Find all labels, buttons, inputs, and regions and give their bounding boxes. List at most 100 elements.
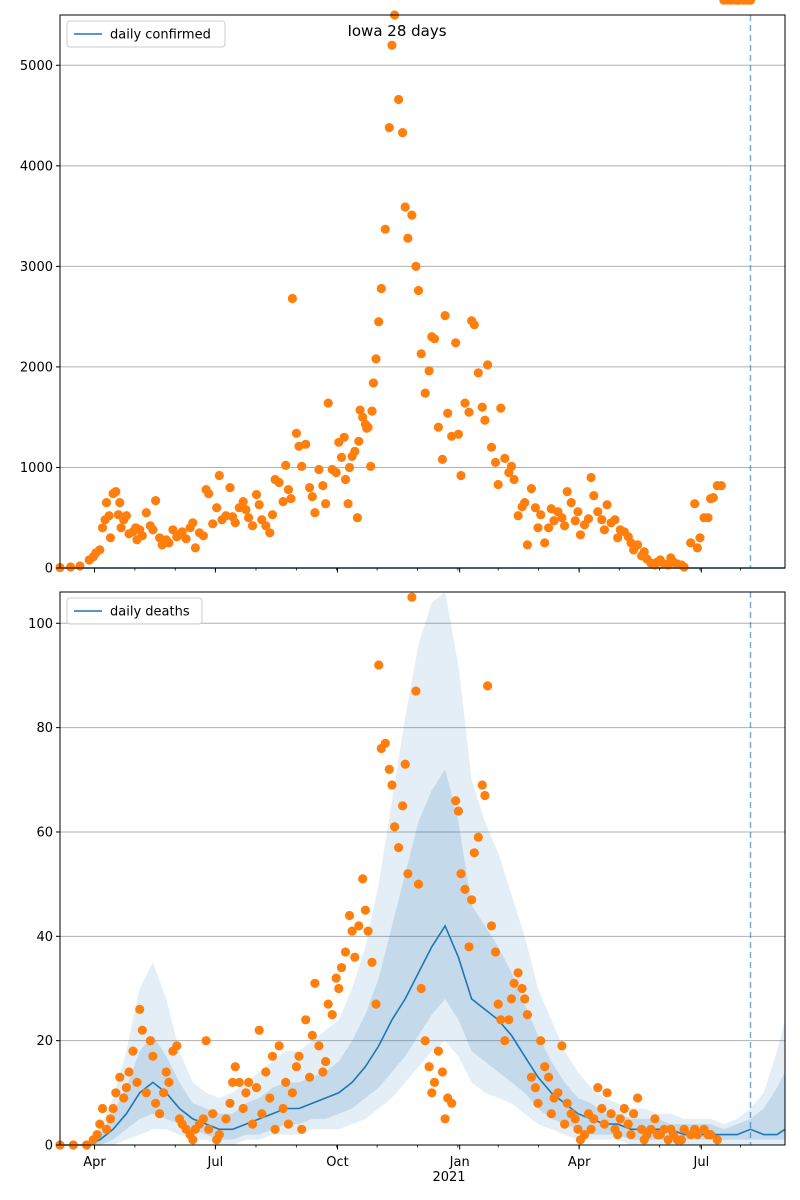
deaths-data-point [520, 994, 530, 1004]
deaths-data-point [111, 1088, 121, 1098]
confirmed-data-point [198, 531, 208, 541]
confirmed-y-tick-label: 2000 [20, 360, 53, 375]
confirmed-data-point [101, 498, 112, 508]
confirmed-data-point [283, 485, 293, 495]
deaths-data-point [283, 1119, 293, 1129]
confirmed-data-point [352, 513, 362, 523]
deaths-data-point [544, 1072, 554, 1082]
deaths-data-point [486, 921, 497, 931]
deaths-y-tick-label: 80 [36, 721, 53, 736]
deaths-data-point [270, 1124, 280, 1134]
deaths-data-point [398, 801, 408, 811]
confirmed-data-point [686, 538, 696, 548]
confirmed-data-point [274, 477, 284, 488]
confirmed-data-point [692, 543, 703, 553]
deaths-data-point [692, 1130, 703, 1140]
confirmed-data-point [104, 511, 114, 521]
deaths-data-point [294, 1051, 304, 1061]
deaths-data-point [496, 1015, 506, 1025]
deaths-x-tick-label: Oct [326, 1155, 348, 1170]
confirmed-data-point [400, 202, 410, 212]
deaths-bands [60, 592, 785, 1145]
deaths-data-point [506, 994, 517, 1004]
deaths-data-point [327, 1010, 337, 1020]
deaths-data-point [469, 848, 479, 858]
confirmed-data-point [451, 338, 461, 348]
confirmed-data-point [387, 40, 397, 50]
confirmed-data-point [490, 457, 501, 467]
deaths-data-point [323, 999, 333, 1009]
deaths-data-point [557, 1041, 567, 1051]
confirmed-data-point [151, 496, 161, 506]
deaths-data-point [650, 1114, 660, 1124]
deaths-data-point [613, 1130, 623, 1140]
x-axis-year-label: 2021 [432, 1170, 465, 1185]
confirmed-data-point [297, 461, 307, 471]
deaths-x-tick-label: Jul [207, 1155, 224, 1170]
deaths-x-ticks: Apr Jul Oct Jan Apr Jul [83, 1145, 741, 1170]
deaths-data-point [380, 738, 390, 748]
confirmed-data-point [367, 406, 377, 416]
confirmed-data-point [506, 461, 517, 471]
deaths-data-point [390, 822, 400, 832]
confirmed-data-point [453, 429, 463, 439]
deaths-data-point [562, 1098, 572, 1108]
deaths-data-point [265, 1093, 275, 1103]
confirmed-data-point [411, 261, 421, 271]
confirmed-data-point [371, 354, 381, 364]
confirmed-data-point [265, 528, 275, 538]
deaths-x-tick-label: Apr [83, 1155, 106, 1170]
deaths-data-point [340, 947, 351, 957]
deaths-data-point [251, 1083, 262, 1093]
deaths-data-point [536, 1036, 546, 1046]
deaths-data-point [599, 1119, 610, 1129]
confirmed-data-point [703, 513, 713, 523]
deaths-data-point [137, 1025, 147, 1035]
deaths-data-point [108, 1103, 118, 1114]
confirmed-data-point [483, 360, 493, 370]
confirmed-data-point [261, 521, 271, 531]
confirmed-data-point [398, 128, 408, 138]
deaths-data-point [132, 1077, 142, 1087]
deaths-data-point [602, 1088, 612, 1098]
deaths-y-tick-label: 100 [28, 617, 53, 632]
deaths-data-point [679, 1124, 689, 1134]
confirmed-data-point [679, 562, 689, 572]
deaths-data-point [371, 999, 381, 1009]
confirmed-data-point [66, 562, 76, 572]
confirmed-data-point [148, 525, 158, 535]
deaths-data-point [124, 1067, 134, 1077]
deaths-data-point [310, 978, 320, 988]
deaths-data-point [619, 1103, 629, 1114]
confirmed-data-point [544, 523, 554, 533]
deaths-data-point [403, 869, 413, 879]
confirmed-data-point [323, 398, 333, 408]
deaths-data-point [460, 884, 470, 895]
confirmed-data-point [570, 516, 580, 526]
confirmed-data-point [530, 503, 541, 513]
confirmed-data-point [562, 487, 572, 497]
deaths-data-point [198, 1114, 208, 1124]
confirmed-data-point [513, 511, 523, 521]
deaths-data-point [238, 1103, 248, 1114]
deaths-data-point [589, 1114, 599, 1124]
deaths-data-point [141, 1088, 151, 1098]
deaths-data-point [121, 1083, 131, 1093]
confirmed-data-point [456, 470, 466, 481]
confirmed-data-point [464, 407, 474, 417]
confirmed-data-point [586, 472, 596, 483]
deaths-data-point [204, 1124, 214, 1134]
confirmed-data-point [424, 366, 434, 376]
confirmed-data-point [111, 487, 121, 497]
confirmed-data-point [536, 510, 546, 520]
deaths-data-point [456, 869, 466, 879]
confirmed-data-point [278, 497, 288, 507]
confirmed-data-point [716, 481, 726, 491]
deaths-data-point [347, 926, 357, 936]
confirmed-x-ticks [94, 568, 741, 573]
deaths-legend-label: daily deaths [110, 605, 190, 620]
confirmed-data-point [639, 547, 649, 557]
confirmed-data-point [358, 412, 368, 422]
deaths-data-point [477, 780, 487, 790]
deaths-data-point [92, 1130, 102, 1140]
